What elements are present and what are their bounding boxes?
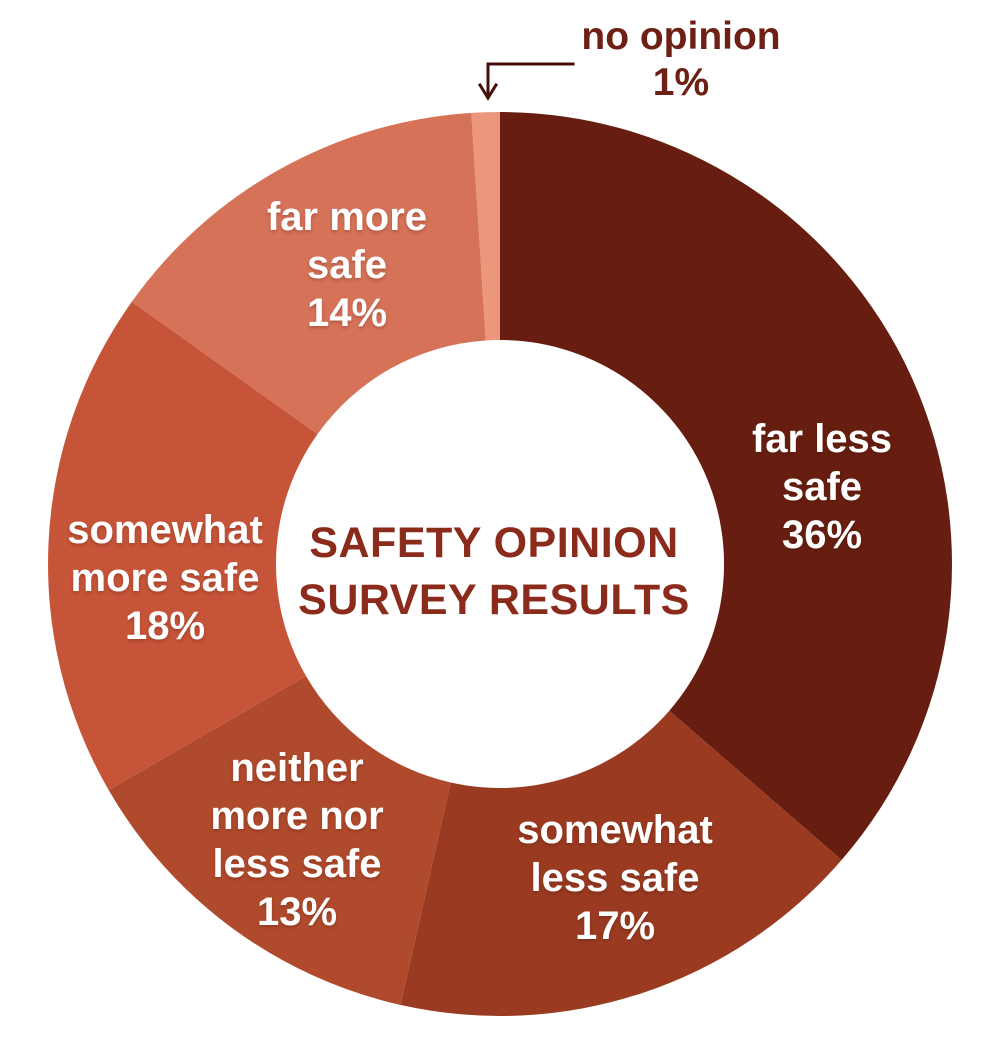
slice-far-less-safe bbox=[500, 112, 953, 860]
chart-center-title: SAFETY OPINION SURVEY RESULTS bbox=[298, 515, 690, 629]
chart-center-title-line2: SURVEY RESULTS bbox=[298, 576, 690, 624]
slice-somewhat-more-safe bbox=[48, 301, 318, 790]
callout-arrow-elbow bbox=[486, 62, 575, 97]
chart-center-title-line1: SAFETY OPINION bbox=[309, 519, 679, 567]
callout-arrow-head bbox=[477, 82, 499, 101]
callout-arrow bbox=[477, 62, 575, 101]
slice-somewhat-less-safe bbox=[400, 710, 842, 1017]
slice-neither-more-nor-less-safe bbox=[108, 676, 451, 1005]
donut-slices bbox=[48, 111, 953, 1017]
slice-no-opinion bbox=[471, 111, 500, 341]
slice-far-more-safe bbox=[131, 112, 486, 435]
